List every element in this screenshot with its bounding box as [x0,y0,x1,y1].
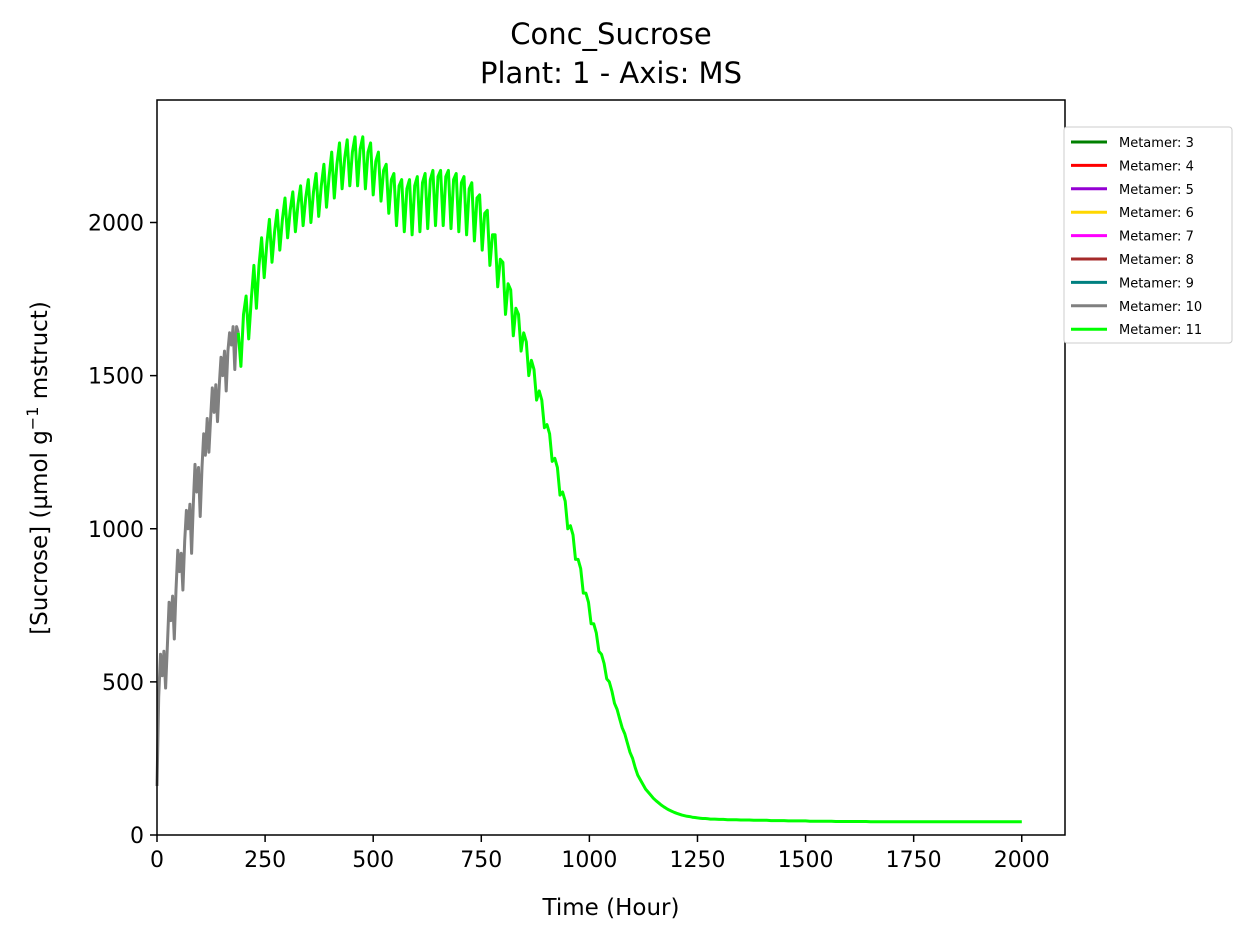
y-tick-label-0: 0 [130,824,144,849]
x-tick-label-5: 1250 [669,848,725,873]
legend-label-1: Metamer: 4 [1119,159,1194,174]
y-axis-label-superscript: −1 [23,407,42,431]
y-axis: 0 500 1000 1500 2000 [88,212,157,849]
legend-label-0: Metamer: 3 [1119,136,1194,151]
x-tick-label-8: 2000 [994,848,1050,873]
series-line-8 [236,135,1022,824]
x-tick-label-7: 1750 [886,848,942,873]
legend-label-8: Metamer: 11 [1119,323,1202,338]
y-tick-label-1: 500 [102,671,144,696]
chart-subtitle: Plant: 1 - Axis: MS [480,56,742,90]
chart-title: Conc_Sucrose [510,17,712,51]
x-tick-label-6: 1500 [778,848,834,873]
legend-label-3: Metamer: 6 [1119,206,1194,221]
x-tick-label-4: 1000 [561,848,617,873]
x-tick-label-1: 250 [244,848,286,873]
y-axis-label-tail: mstruct) [27,301,53,406]
x-axis: 0 250 500 750 1000 1250 1500 1750 2000 [150,835,1050,873]
legend-label-7: Metamer: 10 [1119,300,1202,315]
series-line-7 [155,325,240,787]
legend-label-5: Metamer: 8 [1119,253,1194,268]
x-axis-label: Time (Hour) [542,895,680,921]
legend-box [1063,126,1233,344]
legend-items: Metamer: 3 Metamer: 4 Metamer: 5 Metamer: 6… [1071,136,1202,338]
y-tick-label-2: 1000 [88,518,144,543]
x-tick-label-0: 0 [150,848,164,873]
plot-series-group [155,135,1022,824]
legend-label-2: Metamer: 5 [1119,183,1194,198]
y-axis-label-main: [Sucrose] (µmol g [27,430,53,635]
x-tick-label-3: 750 [460,848,502,873]
y-tick-label-3: 1500 [88,365,144,390]
legend-label-6: Metamer: 9 [1119,276,1194,291]
y-axis-label: [Sucrose] (µmol g−1 mstruct) [23,301,53,635]
legend: Metamer: 3 Metamer: 4 Metamer: 5 Metamer: 6… [1063,126,1233,344]
x-tick-label-2: 500 [352,848,394,873]
y-tick-label-4: 2000 [88,212,144,237]
plot-frame [156,99,1066,836]
legend-label-4: Metamer: 7 [1119,230,1194,245]
